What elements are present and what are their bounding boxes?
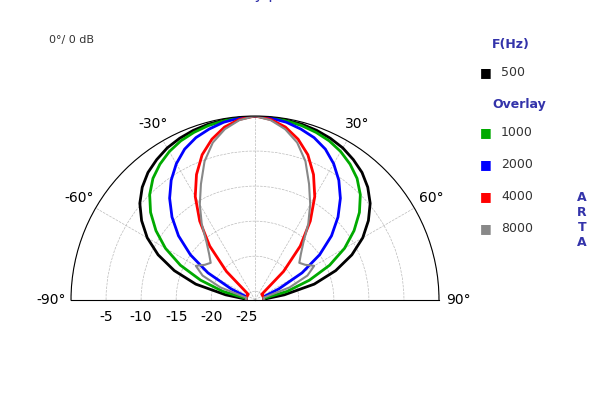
- Text: A
R
T
A: A R T A: [577, 191, 587, 249]
- Text: 4000: 4000: [501, 190, 533, 203]
- Text: 8000: 8000: [501, 222, 533, 235]
- Text: 0°/ 0 dB: 0°/ 0 dB: [49, 35, 94, 45]
- Text: 500: 500: [501, 66, 525, 79]
- Text: ■: ■: [480, 222, 492, 235]
- Text: ■: ■: [480, 158, 492, 171]
- Text: ■: ■: [480, 190, 492, 203]
- Text: 2000: 2000: [501, 158, 533, 171]
- Text: Overlay: Overlay: [492, 98, 546, 111]
- Text: ■: ■: [480, 126, 492, 139]
- Title: Directivity pattern: Directivity pattern: [185, 0, 325, 2]
- Text: F(Hz): F(Hz): [492, 38, 530, 51]
- Text: ■: ■: [480, 66, 492, 79]
- Text: 1000: 1000: [501, 126, 533, 139]
